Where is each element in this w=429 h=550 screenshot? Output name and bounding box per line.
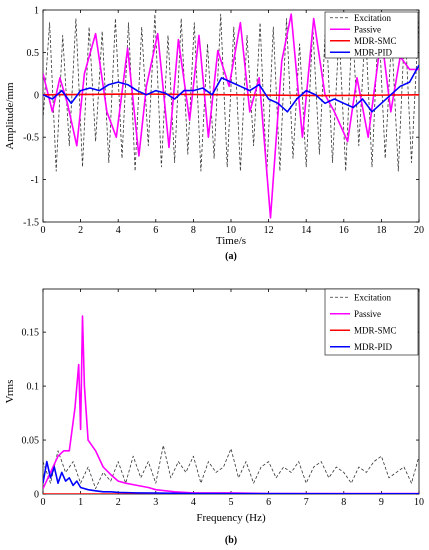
y-axis-label: Amplitude/mm: [4, 82, 16, 150]
x-tick-label: 5: [229, 497, 234, 508]
x-tick-label: 6: [153, 225, 158, 236]
y-tick-label: 0.5: [27, 48, 40, 59]
legend-box: [324, 288, 419, 356]
series-group: [43, 13, 419, 219]
legend-label: MDR-SMC: [354, 36, 397, 46]
x-tick-label: 2: [116, 497, 121, 508]
series-line-excitation: [43, 13, 419, 176]
x-tick-label: 1: [78, 497, 83, 508]
x-tick-label: 0: [41, 225, 46, 236]
legend-label: MDR-SMC: [354, 325, 397, 335]
x-tick-label: 7: [304, 497, 309, 508]
panel-label: (b): [225, 535, 237, 546]
legend-label: Excitation: [354, 292, 391, 302]
series-line-mdr-pid: [43, 64, 419, 113]
x-tick-label: 2: [78, 225, 83, 236]
legend-label: Passive: [354, 309, 381, 319]
x-tick-label: 10: [414, 497, 424, 508]
x-tick-label: 16: [339, 225, 349, 236]
y-tick-label: -1: [31, 175, 39, 186]
x-tick-label: 4: [191, 497, 196, 508]
y-tick-label: 0.05: [22, 436, 40, 447]
x-tick-label: 3: [153, 497, 158, 508]
series-line-mdr-smc: [43, 93, 419, 97]
legend-label: Passive: [354, 24, 381, 34]
y-tick-label: 0.15: [22, 328, 40, 339]
x-tick-label: 8: [341, 497, 346, 508]
x-tick-label: 9: [379, 497, 384, 508]
x-tick-label: 12: [264, 225, 274, 236]
series-line-passive: [43, 13, 419, 219]
x-axis-label: Frequency (Hz): [196, 512, 266, 524]
series-group: [43, 315, 419, 494]
x-tick-label: 6: [266, 497, 271, 508]
panel-label: (a): [225, 251, 237, 262]
x-tick-label: 20: [414, 225, 424, 236]
x-tick-label: 10: [226, 225, 236, 236]
x-tick-label: 14: [301, 225, 311, 236]
y-tick-label: 1: [34, 6, 39, 17]
x-tick-label: 0: [41, 497, 46, 508]
legend-label: MDR-PID: [354, 342, 393, 352]
y-tick-label: -1.5: [23, 218, 39, 229]
x-tick-label: 4: [116, 225, 121, 236]
y-tick-label: 0: [34, 90, 39, 101]
chart-b: 0 1 2 3 4 5 6 7 8 9 10 0.15 0.1 0.05 0 Frequency (Hz) Vr…: [4, 288, 424, 546]
x-tick-label: 8: [191, 225, 196, 236]
x-axis-label: Time/s: [216, 235, 246, 247]
y-tick-label: -0.5: [23, 133, 39, 144]
legend-label: Excitation: [354, 13, 391, 23]
series-line-mdr-pid: [43, 460, 419, 494]
legend-box: [324, 11, 419, 59]
y-tick-label: 0: [34, 490, 39, 501]
x-tick-label: 18: [376, 225, 386, 236]
legend-label: MDR-PID: [354, 47, 393, 57]
series-line-excitation: [43, 444, 419, 490]
chart-a: 0 2 4 6 8 10 12 14 16 18 20 1 0.5 0 -0.5 -1 -1.5 Time/s Am…: [4, 6, 424, 263]
y-tick-label: 0.1: [27, 382, 40, 393]
y-axis-label: Vrms: [4, 380, 16, 404]
